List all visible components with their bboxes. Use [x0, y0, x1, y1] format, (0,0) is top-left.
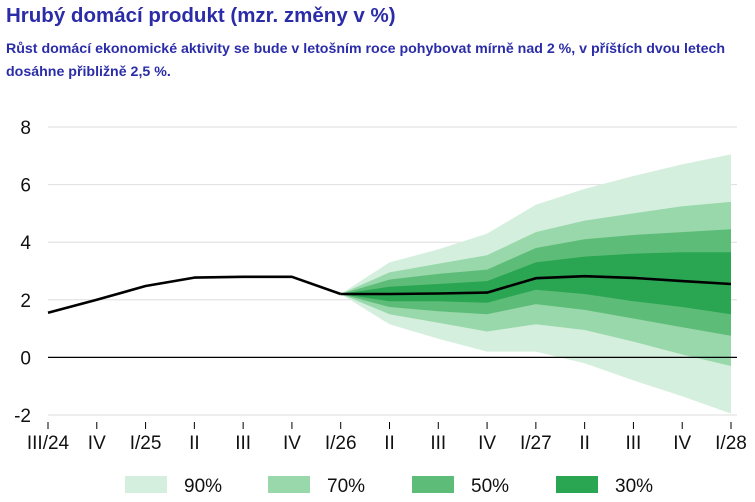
y-tick-label: 0	[20, 348, 31, 369]
legend-swatch	[268, 476, 310, 493]
y-tick-label: 2	[20, 291, 31, 312]
y-tick-label: 8	[20, 118, 31, 139]
chart-title: Hrubý domácí produkt (mzr. změny v %)	[6, 4, 396, 27]
y-axis: -2 0 2 4 6 8	[14, 118, 31, 427]
x-tick-label: I/26	[325, 433, 357, 454]
x-tick-label: II	[384, 433, 395, 454]
legend-label: 90%	[184, 476, 222, 497]
x-tick-label: I/25	[130, 433, 162, 454]
legend-label: 30%	[615, 476, 653, 497]
x-tick-label: I/27	[520, 433, 552, 454]
series-lines	[47, 274, 732, 315]
chart-subtitle: Růst domácí ekonomické aktivity se bude …	[6, 41, 726, 80]
legend: 90% 70% 50% 30%	[125, 476, 653, 497]
legend-swatch	[412, 476, 454, 493]
legend-label: 50%	[471, 476, 509, 497]
history-line	[47, 275, 342, 315]
x-tick-label: III	[626, 433, 642, 454]
y-tick-label: -2	[14, 406, 31, 427]
legend-label: 70%	[327, 476, 365, 497]
x-tick-label: II	[579, 433, 590, 454]
x-tick-label: IV	[673, 433, 691, 454]
x-tick-label: III	[430, 433, 446, 454]
forecast-bands	[340, 154, 731, 414]
legend-swatch	[125, 476, 167, 493]
legend-swatch	[556, 476, 598, 493]
forecast-line	[340, 274, 732, 296]
y-tick-label: 6	[20, 176, 31, 197]
x-tick-label: III/24	[27, 433, 70, 454]
x-tick-label: II	[189, 433, 200, 454]
x-tick-label: IV	[478, 433, 496, 454]
x-tick-label: III	[235, 433, 251, 454]
band-30pct	[340, 252, 731, 315]
y-tick-label: 4	[20, 233, 31, 254]
x-tick-label: IV	[283, 433, 301, 454]
x-axis: III/24 IV I/25 II III IV I/26 II III IV I/27 II III I…	[27, 422, 747, 454]
x-tick-label: IV	[88, 433, 106, 454]
x-tick-label: I/28	[715, 433, 747, 454]
